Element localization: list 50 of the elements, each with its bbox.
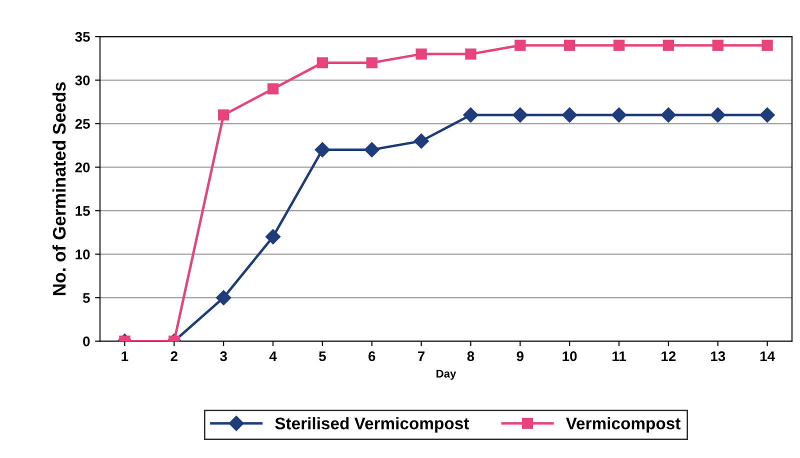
point [712,40,724,51]
point [414,133,429,149]
legend-label: Sterilised Vermicompost [275,417,469,433]
point [218,109,230,121]
y-tick-label: 20 [75,162,90,172]
x-tick-label: 2 [170,351,178,361]
x-tick-label: 9 [516,351,524,362]
point [463,107,478,123]
point [465,48,476,60]
x-tick-label: 4 [269,351,277,361]
x-tick-label: 13 [711,351,726,362]
point [760,107,775,123]
point [564,40,576,51]
y-axis-title: No. of Germinated Seeds [52,82,66,296]
point [512,107,528,123]
point [265,229,281,244]
point [216,290,232,306]
x-tick-label: 6 [368,351,376,362]
x-tick-label: 10 [562,351,577,362]
point [267,83,279,94]
x-tick-label: 8 [467,351,474,362]
x-axis-title: Day [436,370,456,380]
point [710,107,726,123]
x-tick-label: 12 [662,351,676,361]
point [514,40,526,51]
y-tick-label: 5 [82,293,90,303]
point [662,40,674,51]
point [611,107,627,123]
x-tick-label: 14 [760,351,775,361]
point [562,107,578,123]
point [660,107,676,123]
point [416,48,427,60]
y-tick-label: 10 [76,250,90,260]
point [613,40,625,51]
x-tick-label: 7 [418,351,425,361]
point [366,57,378,68]
x-tick-label: 5 [318,351,326,362]
x-tick-label: 3 [220,351,227,362]
y-tick-label: 30 [75,75,90,86]
y-tick-label: 0 [83,336,90,346]
y-tick-label: 25 [75,118,90,129]
x-tick-label: 11 [612,351,626,361]
point [364,142,380,158]
point [314,142,330,158]
x-tick-label: 1 [122,351,128,361]
point [316,57,328,68]
y-tick-label: 15 [76,206,90,216]
legend-label: Vermicompost [566,417,680,433]
y-tick-label: 35 [75,32,90,42]
point [762,40,773,51]
